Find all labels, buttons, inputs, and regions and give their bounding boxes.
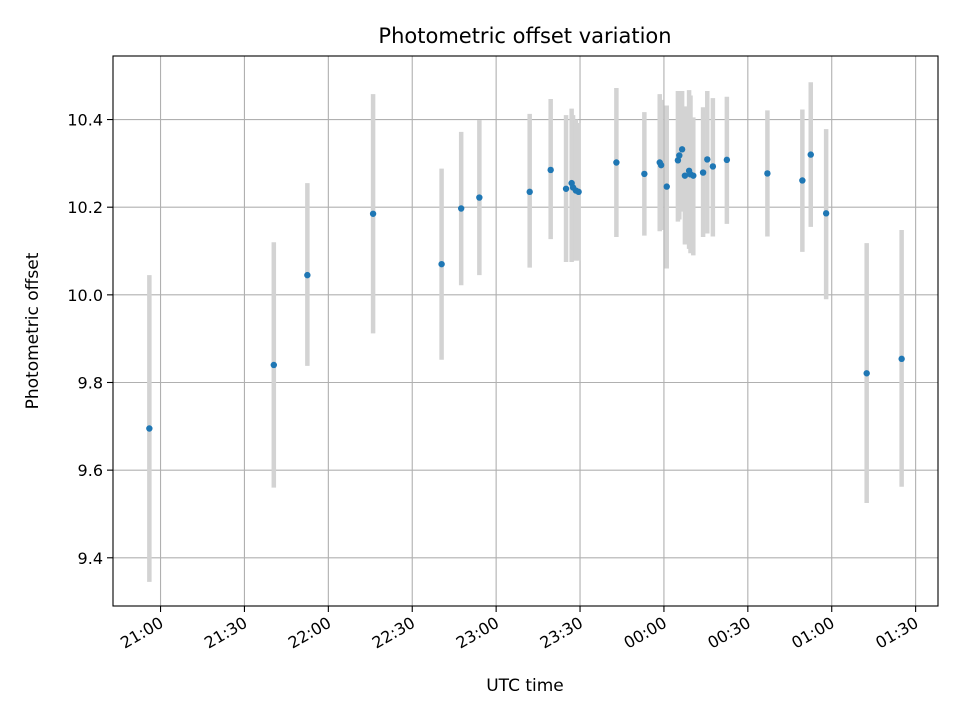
data-point bbox=[547, 166, 554, 174]
data-point bbox=[822, 210, 830, 217]
data-point bbox=[681, 172, 689, 179]
y-tick-label: 9.4 bbox=[78, 549, 103, 568]
data-point bbox=[526, 188, 533, 196]
data-point bbox=[369, 210, 377, 217]
data-point bbox=[457, 205, 465, 212]
data-point bbox=[709, 163, 717, 170]
data-point bbox=[863, 370, 870, 377]
data-point bbox=[723, 156, 731, 164]
data-point bbox=[575, 188, 582, 196]
x-axis-label: UTC time bbox=[486, 676, 564, 696]
data-point bbox=[898, 355, 905, 363]
data-point bbox=[438, 260, 445, 268]
y-tick-label: 10.4 bbox=[67, 111, 103, 130]
data-point bbox=[476, 194, 483, 201]
y-tick-label: 10.2 bbox=[67, 198, 103, 217]
data-point bbox=[799, 177, 806, 184]
data-point bbox=[562, 185, 570, 192]
y-axis-ticks: 9.4 9.6 9.8 10.0 10.2 10.4 bbox=[67, 111, 113, 568]
data-point bbox=[674, 157, 682, 164]
data-point bbox=[663, 183, 670, 190]
data-point bbox=[704, 156, 711, 163]
data-point bbox=[304, 271, 311, 279]
data-point bbox=[613, 159, 620, 166]
y-tick-label: 9.6 bbox=[78, 461, 103, 480]
data-point bbox=[657, 161, 665, 169]
y-axis-label: Photometric offset bbox=[23, 252, 43, 409]
data-point bbox=[270, 361, 278, 369]
data-point bbox=[678, 146, 686, 153]
y-tick-label: 9.8 bbox=[78, 373, 103, 392]
data-point bbox=[699, 169, 707, 176]
data-point bbox=[690, 172, 697, 179]
data-point bbox=[764, 170, 771, 177]
y-tick-label: 10.0 bbox=[67, 286, 103, 305]
data-point bbox=[641, 170, 648, 178]
data-point bbox=[807, 151, 814, 158]
data-point bbox=[676, 152, 683, 159]
data-point bbox=[146, 425, 153, 432]
plot-frame bbox=[112, 55, 939, 607]
data-points bbox=[146, 146, 905, 432]
chart-title: Photometric offset variation bbox=[378, 24, 671, 48]
